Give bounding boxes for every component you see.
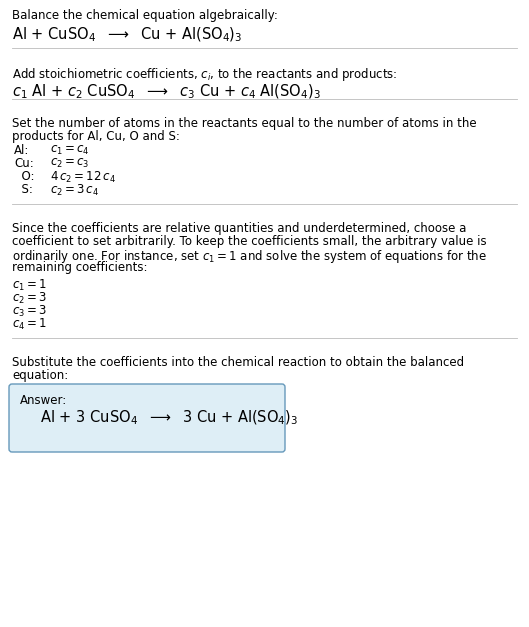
Text: $c_2 = 3$: $c_2 = 3$ (12, 291, 47, 306)
Text: S:: S: (14, 183, 33, 196)
Text: equation:: equation: (12, 369, 68, 382)
Text: $c_1 = c_4$: $c_1 = c_4$ (50, 144, 90, 157)
Text: Al + 3 CuSO$_4$  $\longrightarrow$  3 Cu + Al(SO$_4$)$_3$: Al + 3 CuSO$_4$ $\longrightarrow$ 3 Cu +… (40, 409, 298, 428)
Text: ordinarily one. For instance, set $c_1 = 1$ and solve the system of equations fo: ordinarily one. For instance, set $c_1 =… (12, 248, 487, 265)
Text: Set the number of atoms in the reactants equal to the number of atoms in the: Set the number of atoms in the reactants… (12, 117, 477, 130)
Text: $c_4 = 1$: $c_4 = 1$ (12, 317, 47, 332)
Text: Balance the chemical equation algebraically:: Balance the chemical equation algebraica… (12, 9, 278, 22)
Text: Cu:: Cu: (14, 157, 34, 170)
Text: coefficient to set arbitrarily. To keep the coefficients small, the arbitrary va: coefficient to set arbitrarily. To keep … (12, 235, 487, 248)
Text: $c_3 = 3$: $c_3 = 3$ (12, 304, 47, 319)
Text: $c_1 = 1$: $c_1 = 1$ (12, 278, 47, 293)
Text: products for Al, Cu, O and S:: products for Al, Cu, O and S: (12, 130, 180, 143)
FancyBboxPatch shape (9, 384, 285, 452)
Text: Al:: Al: (14, 144, 30, 157)
Text: Al + CuSO$_4$  $\longrightarrow$  Cu + Al(SO$_4$)$_3$: Al + CuSO$_4$ $\longrightarrow$ Cu + Al(… (12, 26, 242, 45)
Text: remaining coefficients:: remaining coefficients: (12, 261, 148, 274)
Text: Substitute the coefficients into the chemical reaction to obtain the balanced: Substitute the coefficients into the che… (12, 356, 464, 369)
Text: O:: O: (14, 170, 34, 183)
Text: Since the coefficients are relative quantities and underdetermined, choose a: Since the coefficients are relative quan… (12, 222, 467, 235)
Text: $c_1$ Al + $c_2$ CuSO$_4$  $\longrightarrow$  $c_3$ Cu + $c_4$ Al(SO$_4$)$_3$: $c_1$ Al + $c_2$ CuSO$_4$ $\longrightarr… (12, 83, 321, 102)
Text: $c_2 = c_3$: $c_2 = c_3$ (50, 157, 89, 170)
Text: Add stoichiometric coefficients, $c_i$, to the reactants and products:: Add stoichiometric coefficients, $c_i$, … (12, 66, 397, 83)
Text: $4\,c_2 = 12\,c_4$: $4\,c_2 = 12\,c_4$ (50, 170, 116, 185)
Text: Answer:: Answer: (20, 394, 67, 407)
Text: $c_2 = 3\,c_4$: $c_2 = 3\,c_4$ (50, 183, 99, 198)
